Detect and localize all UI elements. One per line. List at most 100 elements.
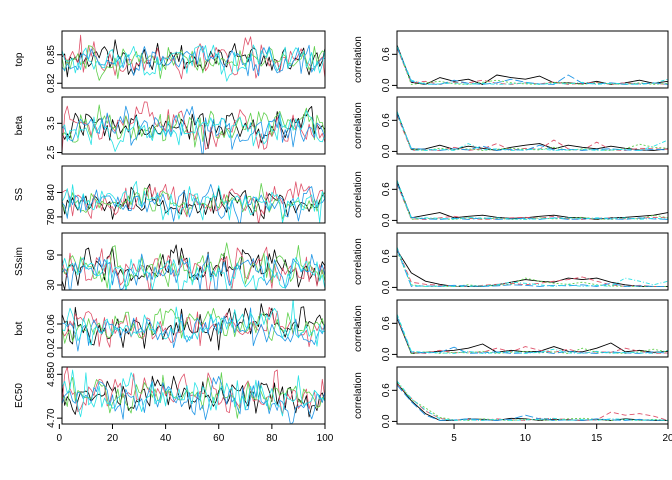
panel-frame bbox=[396, 232, 669, 291]
acf-line-chain-4 bbox=[397, 316, 668, 354]
y-tick-label: 0.0 bbox=[381, 414, 392, 428]
acf-line-chain-3 bbox=[397, 113, 668, 151]
y-tick-label: 0.0 bbox=[381, 78, 392, 92]
acf-line-chain-5 bbox=[397, 246, 668, 287]
y-axis-label: correlation bbox=[353, 305, 364, 352]
y-tick-label: 0.6 bbox=[381, 383, 392, 397]
acf-line-chain-1 bbox=[397, 249, 668, 287]
acf-line-chain-4 bbox=[397, 248, 668, 287]
series-group bbox=[62, 101, 325, 154]
panel-frame bbox=[61, 366, 326, 425]
acf-line-chain-1 bbox=[397, 180, 668, 220]
acf-line-chain-2 bbox=[397, 114, 668, 151]
acf-line-chain-2 bbox=[397, 247, 668, 287]
series-group bbox=[397, 246, 668, 287]
y-axis-label: beta bbox=[14, 115, 25, 135]
y-axis-label: correlation bbox=[353, 102, 364, 149]
acf-line-chain-5 bbox=[397, 110, 668, 151]
trace-line-chain-3 bbox=[62, 242, 325, 289]
series-group bbox=[62, 300, 325, 352]
acf-panel-EC50: 0.0 0.6 correlation 5 10 15 20 bbox=[353, 366, 672, 444]
y-tick-label: 0.6 bbox=[381, 316, 392, 330]
series-group bbox=[397, 313, 668, 354]
y-tick-label: 60 bbox=[46, 249, 57, 261]
trace-line-chain-1 bbox=[62, 244, 325, 290]
y-tick-label: 0.6 bbox=[381, 182, 392, 196]
acf-line-chain-4 bbox=[397, 384, 668, 421]
y-axis-label: correlation bbox=[353, 171, 364, 218]
trace-line-chain-2 bbox=[62, 246, 325, 290]
series-group bbox=[62, 242, 325, 290]
trace-panel-EC50: 4.70 4.850 EC50 0 20 40 60 80 100 bbox=[14, 361, 334, 444]
trace-line-chain-4 bbox=[62, 253, 325, 290]
trace-line-chain-5 bbox=[62, 300, 325, 347]
panel-frame bbox=[396, 96, 669, 155]
acf-panel-bot: 0.0 0.6 correlation bbox=[353, 299, 669, 361]
x-tick-label: 100 bbox=[317, 433, 334, 444]
panel-frame bbox=[61, 96, 326, 155]
trace-line-chain-4 bbox=[62, 105, 325, 154]
y-tick-label: 0.6 bbox=[381, 249, 392, 263]
trace-line-chain-2 bbox=[62, 181, 325, 223]
trace-line-chain-4 bbox=[62, 375, 325, 424]
trace-line-chain-5 bbox=[62, 369, 325, 418]
acf-line-chain-3 bbox=[397, 182, 668, 220]
acf-line-chain-1 bbox=[397, 44, 668, 85]
y-tick-label: 0.0 bbox=[381, 144, 392, 158]
y-axis-label: SSsim bbox=[14, 247, 25, 276]
panel-frame bbox=[396, 366, 669, 425]
y-tick-label: 840 bbox=[46, 184, 57, 201]
panel-frame bbox=[61, 30, 326, 89]
trace-panel-top: 0.82 0.85 top bbox=[14, 30, 326, 93]
series-group bbox=[62, 367, 325, 424]
panel-frame bbox=[61, 299, 326, 358]
series-group bbox=[62, 180, 325, 223]
acf-line-chain-2 bbox=[397, 316, 668, 354]
y-axis-label: correlation bbox=[353, 238, 364, 285]
y-tick-label: 0.6 bbox=[381, 113, 392, 127]
acf-line-chain-3 bbox=[397, 250, 668, 287]
y-axis-label: SS bbox=[14, 188, 25, 202]
series-group bbox=[397, 110, 668, 151]
trace-line-chain-2 bbox=[62, 34, 325, 80]
y-tick-label: 0.0 bbox=[381, 213, 392, 227]
trace-panel-bot: 0.02 0.06 bot bbox=[14, 299, 326, 358]
y-axis-label: top bbox=[14, 52, 25, 66]
series-group bbox=[397, 179, 668, 220]
y-tick-label: 0.02 bbox=[46, 338, 57, 358]
y-tick-label: 3.5 bbox=[46, 116, 57, 130]
series-group bbox=[62, 34, 325, 82]
y-axis-label: EC50 bbox=[14, 383, 25, 408]
y-tick-label: 4.70 bbox=[46, 408, 57, 428]
y-tick-label: 0.06 bbox=[46, 314, 57, 334]
panel-frame bbox=[61, 165, 326, 224]
acf-panel-beta: 0.0 0.6 correlation bbox=[353, 96, 669, 158]
y-tick-label: 0.0 bbox=[381, 280, 392, 294]
acf-line-chain-2 bbox=[397, 383, 668, 421]
trace-line-chain-3 bbox=[62, 182, 325, 220]
acf-line-chain-5 bbox=[397, 380, 668, 421]
trace-panel-SSsim: 30 60 SSsim bbox=[14, 232, 326, 291]
y-axis-label: bot bbox=[14, 321, 25, 335]
trace-line-chain-5 bbox=[62, 110, 325, 152]
panel-frame bbox=[396, 299, 669, 358]
y-tick-label: 4.850 bbox=[46, 361, 57, 386]
trace-line-chain-3 bbox=[62, 307, 325, 344]
acf-line-chain-5 bbox=[397, 313, 668, 354]
y-tick-label: 2.5 bbox=[46, 145, 57, 159]
y-tick-label: 0.0 bbox=[381, 347, 392, 361]
y-axis-label: correlation bbox=[353, 36, 364, 83]
y-tick-label: 0.6 bbox=[381, 47, 392, 61]
acf-line-chain-5 bbox=[397, 179, 668, 220]
x-tick-label: 0 bbox=[57, 433, 63, 444]
x-tick-label: 20 bbox=[662, 433, 672, 444]
acf-line-chain-2 bbox=[397, 183, 668, 220]
panel-frame bbox=[61, 232, 326, 291]
panel-frame bbox=[396, 165, 669, 224]
y-tick-label: 0.85 bbox=[46, 45, 57, 65]
x-tick-label: 60 bbox=[213, 433, 225, 444]
acf-line-chain-3 bbox=[397, 315, 668, 354]
acf-line-chain-1 bbox=[397, 382, 668, 421]
x-tick-label: 15 bbox=[591, 433, 603, 444]
